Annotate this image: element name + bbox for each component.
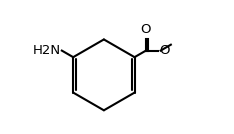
Text: H2N: H2N	[33, 44, 61, 57]
Text: O: O	[159, 44, 170, 57]
Text: O: O	[141, 23, 151, 36]
